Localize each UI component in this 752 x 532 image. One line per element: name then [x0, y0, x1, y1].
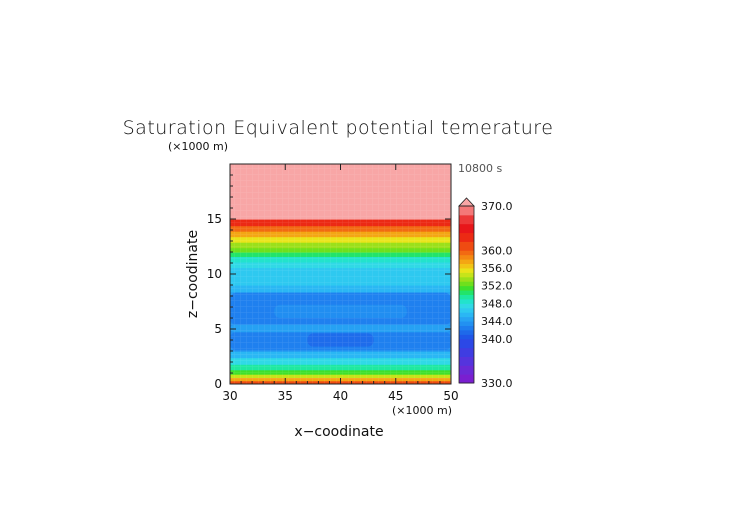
colorbar-segment	[459, 250, 474, 256]
y-tick-label: 15	[207, 212, 222, 226]
colorbar-segment	[459, 307, 474, 313]
colorbar-segment	[459, 276, 474, 282]
colorbar-segment	[459, 263, 474, 269]
colorbar-segment	[459, 325, 474, 331]
colorbar-tick-label: 352.0	[481, 280, 513, 293]
colorbar-segment	[459, 312, 474, 318]
colorbar-segment	[459, 374, 474, 384]
colorbar-segment	[459, 329, 474, 335]
colorbar-extend-arrow	[458, 197, 475, 207]
x-tick-label: 40	[333, 389, 348, 403]
y-tick-label: 0	[214, 377, 222, 391]
colorbar-segment	[459, 365, 474, 375]
x-axis-unit: (×1000 m)	[392, 404, 452, 417]
colorbar-segment	[459, 281, 474, 287]
colorbar-tick-label: 356.0	[481, 262, 513, 275]
colorbar-segment	[459, 347, 474, 357]
y-axis-unit: (×1000 m)	[168, 140, 228, 153]
plot-area	[230, 164, 451, 384]
colorbar-frame	[458, 205, 475, 384]
colorbar-segment	[459, 214, 474, 225]
y-tick-label: 10	[207, 267, 222, 281]
time-label: 10800 s	[458, 162, 502, 175]
colorbar-tick-label: 330.0	[481, 377, 513, 390]
x-tick-label: 45	[388, 389, 403, 403]
colorbar-segment	[459, 241, 474, 251]
x-tick-label: 30	[222, 389, 237, 403]
y-tick-label: 5	[214, 322, 222, 336]
colorbar-segment	[459, 290, 474, 295]
x-tick-label: 50	[443, 389, 458, 403]
colorbar-segment	[459, 272, 474, 278]
colorbar-segment	[459, 356, 474, 366]
x-tick-label: 35	[278, 389, 293, 403]
colorbar: 330.0 340.0 344.0 348.0 352.0 356.0 360.0 370.0	[458, 197, 513, 390]
y-axis-label: z−coodinate	[185, 230, 201, 318]
colorbar-segment	[459, 267, 474, 273]
colorbar-segment	[459, 298, 474, 304]
x-axis: 30 35 40 45 50	[222, 164, 459, 403]
colorbar-segment	[459, 334, 474, 340]
colorbar-segment	[459, 338, 474, 349]
x-axis-label: x−coodinate	[294, 424, 383, 440]
colorbar-segment	[459, 316, 474, 322]
colorbar-segment	[459, 285, 474, 291]
colorbar-segment	[459, 254, 474, 260]
colorbar-tick-label: 348.0	[481, 297, 513, 310]
colorbar-segment	[459, 206, 474, 216]
colorbar-tick-label: 360.0	[481, 244, 513, 257]
colorbar-segment	[459, 223, 474, 234]
colorbar-segment	[459, 303, 474, 309]
colorbar-tick-label: 370.0	[481, 200, 513, 213]
colorbar-tick-label: 340.0	[481, 333, 513, 346]
colorbar-segment	[459, 294, 474, 300]
colorbar-segment	[459, 321, 474, 326]
colorbar-segment	[459, 232, 474, 242]
colorbar-tick-label: 344.0	[481, 315, 513, 328]
chart-title: Saturation Equivalent potential temeratu…	[123, 117, 554, 139]
colorbar-segment	[459, 259, 474, 265]
y-axis: 0 5 10 15	[207, 163, 451, 391]
